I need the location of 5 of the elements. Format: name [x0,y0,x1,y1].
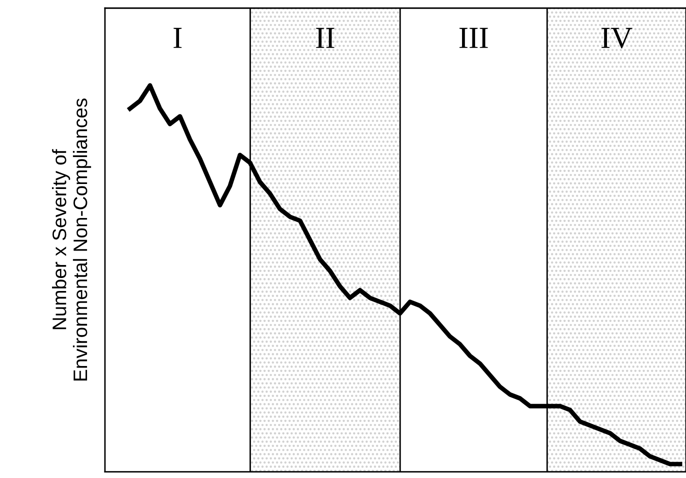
text: II [316,28,334,48]
text: I [174,28,182,48]
text: III [459,28,488,48]
y-axis-title: Number x Severity of Environmental Non-Compliances [52,98,92,380]
text: IV [602,28,632,48]
